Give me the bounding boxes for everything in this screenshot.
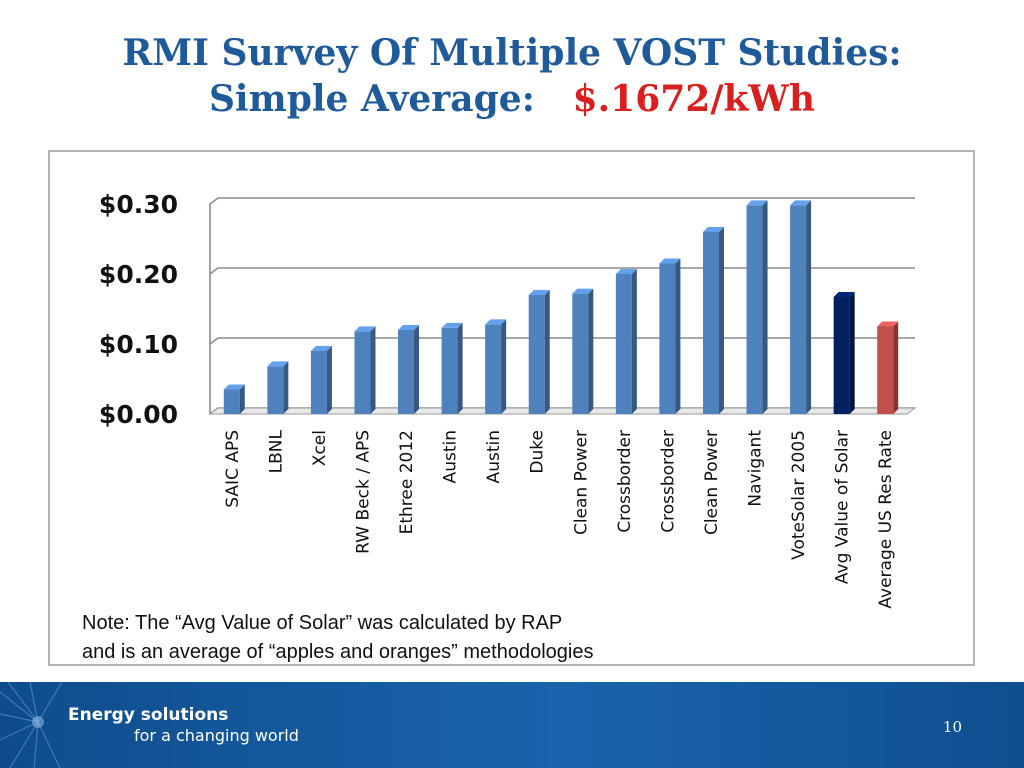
chart-note: Note: The “Avg Value of Solar” was calcu… <box>82 609 593 667</box>
bar-top <box>746 200 768 206</box>
title-average-value: $.1672/kWh <box>572 78 816 120</box>
bar-side <box>457 322 463 414</box>
x-tick-label: Austin <box>484 430 504 483</box>
chart-frame: $0.00 $0.10 $0.20 $0.30 SAIC APS LBNL Xcel RW B… <box>48 150 975 666</box>
bar-side <box>588 288 594 414</box>
x-tick-label: Average US Res Rate <box>876 430 896 609</box>
x-tick-label: LBNL <box>266 429 286 473</box>
bar-side <box>544 290 550 414</box>
bar-side <box>370 326 376 414</box>
footer-tagline-line-1: Energy solutions <box>68 705 229 725</box>
bar-top <box>790 200 812 206</box>
bar <box>572 293 589 414</box>
page-number: 10 <box>942 718 962 736</box>
x-tick-label: Ethree 2012 <box>397 430 417 534</box>
x-tick-label: Clean Power <box>571 430 591 535</box>
footer-tagline-line-2: for a changing world <box>134 726 299 745</box>
bar-side <box>806 200 812 414</box>
bar-top <box>354 326 376 332</box>
sunburst-logo-icon <box>0 682 63 768</box>
gridline-side <box>209 197 219 205</box>
footer-tagline: Energy solutions for a changing world <box>68 704 299 746</box>
bar-side <box>849 291 855 414</box>
x-tick-label: Clean Power <box>702 430 722 535</box>
bar-side <box>893 321 899 414</box>
bar-top <box>659 258 681 264</box>
x-tick-label: Duke <box>528 430 548 474</box>
bar-top <box>877 321 899 327</box>
bar <box>223 389 240 414</box>
x-tick-label: VoteSolar 2005 <box>789 430 809 560</box>
x-tick-label: RW Beck / APS <box>353 430 373 554</box>
bar <box>790 205 807 414</box>
bar <box>310 351 327 414</box>
footer-band: Energy solutions for a changing world 10 <box>0 682 1024 768</box>
bar-top <box>223 384 245 390</box>
y-tick-label: $0.00 <box>99 400 178 429</box>
title-line-2: Simple Average: $.1672/kWh <box>0 76 1024 122</box>
bar-side <box>631 269 637 414</box>
x-tick-label: Crossborder <box>615 430 635 533</box>
title-simple-average: Simple Average: <box>208 78 535 120</box>
bar-side <box>239 384 245 414</box>
note-line-2: and is an average of “apples and oranges… <box>82 641 594 663</box>
bar-top <box>702 227 724 232</box>
bar-side <box>501 319 507 414</box>
bar-side <box>718 227 724 414</box>
bar-top <box>441 322 463 328</box>
x-tick-label: Navigant <box>746 430 766 507</box>
bar <box>398 330 415 414</box>
bar-side <box>675 258 681 414</box>
title-line-1: RMI Survey Of Multiple VOST Studies: <box>122 32 902 74</box>
x-tick-label: Avg Value of Solar <box>833 430 853 584</box>
x-tick-label: SAIC APS <box>223 430 243 508</box>
bar <box>746 205 763 414</box>
bar-chart: $0.00 $0.10 $0.20 $0.30 SAIC APS LBNL Xcel RW B… <box>99 190 917 609</box>
bar-top <box>572 288 594 294</box>
bar <box>528 295 545 414</box>
x-tick-label: Xcel <box>310 430 330 466</box>
bar-top <box>833 291 855 297</box>
bar <box>441 327 458 414</box>
gridline-side <box>209 337 219 345</box>
y-tick-label: $0.20 <box>99 260 178 289</box>
bar-top <box>485 319 507 325</box>
bar-side <box>762 200 768 414</box>
bar-top <box>267 361 289 367</box>
bar <box>354 331 371 414</box>
note-line-1: Note: The “Avg Value of Solar” was calcu… <box>82 612 563 634</box>
slide-title: RMI Survey Of Multiple VOST Studies: Sim… <box>0 30 1024 122</box>
bar <box>267 366 284 414</box>
bar <box>659 263 676 414</box>
bar-side <box>326 346 332 414</box>
y-tick-label: $0.30 <box>99 190 178 219</box>
bar <box>877 326 894 414</box>
bar-side <box>414 325 420 414</box>
x-tick-label: Austin <box>441 430 461 483</box>
x-tick-label: Crossborder <box>658 430 678 533</box>
bar <box>833 296 850 414</box>
bar-top <box>615 269 637 274</box>
bar <box>485 324 502 414</box>
gridline-side <box>209 267 219 275</box>
bar-side <box>283 361 289 414</box>
bar <box>615 274 632 414</box>
bar-top <box>398 325 420 330</box>
bar-top <box>528 290 550 295</box>
y-tick-label: $0.10 <box>99 330 178 359</box>
bar <box>702 232 719 414</box>
bar-top <box>310 346 332 351</box>
